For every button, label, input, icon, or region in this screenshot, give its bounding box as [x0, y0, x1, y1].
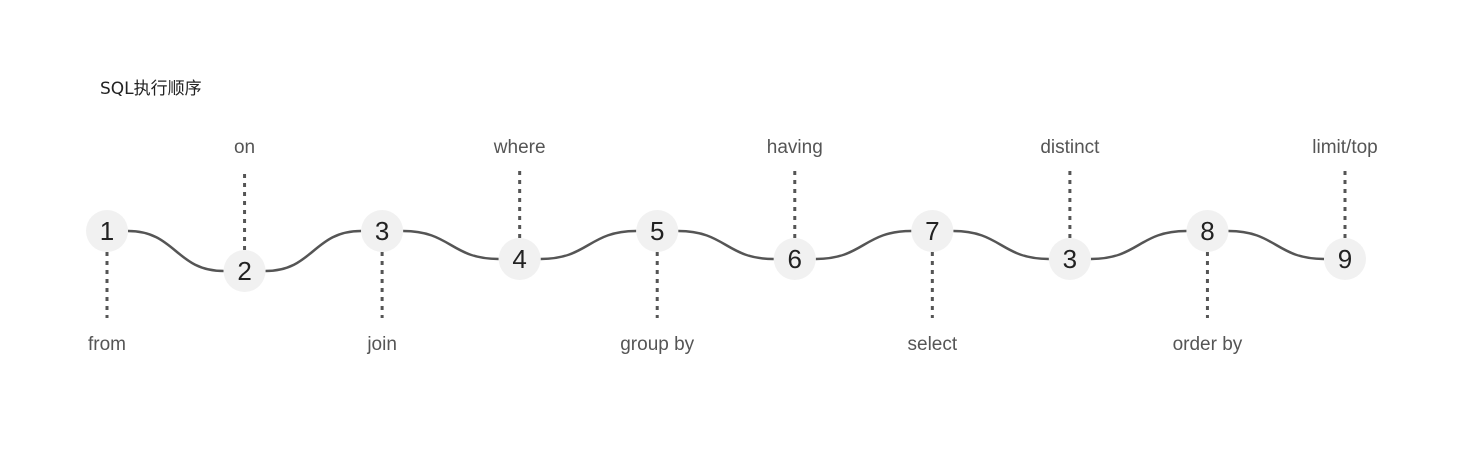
- wave-segment: [403, 229, 499, 261]
- step-node: 7: [911, 210, 954, 252]
- step-label: on: [234, 137, 255, 158]
- step-number: 8: [1200, 216, 1214, 246]
- step-node-circle: [1048, 238, 1091, 280]
- step-node-circle: [498, 238, 541, 280]
- step-node: 8: [1186, 210, 1229, 252]
- step-node-circle: [86, 210, 128, 252]
- step-label: limit/top: [1312, 137, 1377, 158]
- wave-segment: [953, 229, 1049, 261]
- step-nodes: 1 2 3 4 5 6 7 3 8 9: [86, 210, 1366, 292]
- step-number: 1: [100, 216, 114, 246]
- step-node-circle: [773, 238, 816, 280]
- step-node-circle: [1324, 238, 1366, 280]
- step-label: from: [88, 334, 126, 355]
- step-number: 4: [512, 244, 526, 274]
- step-node: 6: [773, 238, 816, 280]
- step-node: 1: [86, 210, 128, 252]
- diagram-title: SQL执行顺序: [100, 79, 202, 99]
- step-label: join: [366, 334, 397, 355]
- step-node: 5: [636, 210, 679, 252]
- step-number: 9: [1338, 244, 1352, 274]
- step-labels: from on join where group by having select disti…: [88, 137, 1378, 355]
- step-label: select: [908, 334, 958, 355]
- step-node-circle: [636, 210, 679, 252]
- wave-segment: [127, 229, 224, 273]
- step-node-circle: [1186, 210, 1229, 252]
- step-node-circle: [911, 210, 954, 252]
- wave-segment: [540, 229, 637, 261]
- wave-segment: [265, 229, 362, 273]
- wave-segment: [678, 229, 774, 261]
- step-number: 2: [237, 256, 251, 286]
- wave-connector: [127, 229, 1325, 273]
- dashed-connectors: [105, 170, 1347, 318]
- step-node-circle: [223, 250, 266, 292]
- step-node: 3: [361, 210, 404, 252]
- step-node-circle: [361, 210, 404, 252]
- step-number: 6: [788, 244, 802, 274]
- step-label: group by: [620, 334, 694, 355]
- step-number: 3: [375, 216, 389, 246]
- step-label: distinct: [1040, 137, 1100, 158]
- step-number: 5: [650, 216, 664, 246]
- step-node: 9: [1324, 238, 1366, 280]
- wave-segment: [1090, 229, 1187, 261]
- step-node: 4: [498, 238, 541, 280]
- step-node: 3: [1048, 238, 1091, 280]
- step-number: 7: [925, 216, 939, 246]
- step-label: where: [493, 137, 546, 158]
- wave-segment: [1228, 229, 1325, 261]
- step-number: 3: [1063, 244, 1077, 274]
- step-label: having: [767, 137, 823, 158]
- wave-segment: [815, 229, 912, 261]
- step-node: 2: [223, 250, 266, 292]
- step-label: order by: [1173, 334, 1243, 355]
